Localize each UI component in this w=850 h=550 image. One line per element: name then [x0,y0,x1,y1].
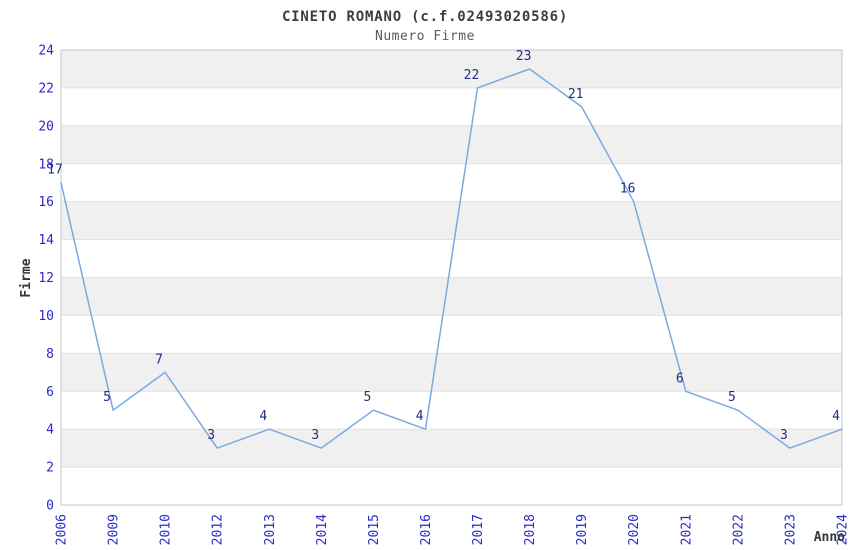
grid-band [61,467,842,505]
grid-band [61,201,842,240]
plot-bands [61,50,842,505]
data-point-label: 7 [155,352,163,367]
x-tick-label: 2017 [471,514,486,545]
x-tick-label: 2023 [783,514,798,545]
x-tick-label: 2013 [263,514,278,545]
data-point-label: 3 [780,428,788,443]
y-tick-label: 16 [38,195,54,210]
grid-band [61,163,842,202]
data-point-label: 16 [620,182,636,197]
grid-band [61,315,842,354]
data-point-label: 4 [416,409,424,424]
y-tick-label: 22 [38,81,54,96]
data-point-label: 5 [363,390,371,405]
x-tick-label: 2014 [315,514,330,545]
y-tick-label: 14 [38,233,54,248]
x-tick-label: 2006 [55,514,70,545]
x-tick-label: 2010 [159,514,174,545]
y-tick-label: 4 [46,423,54,438]
plot-border [60,49,843,506]
y-tick-label: 20 [38,119,54,134]
x-tick-label: 2016 [419,514,434,545]
grid-band [61,125,842,164]
grid-band [61,50,842,88]
y-tick-label: 12 [38,271,54,286]
x-tick-label: 2022 [731,514,746,545]
data-point-label: 22 [464,68,480,83]
y-tick-label: 8 [46,347,54,362]
chart-line [60,68,843,449]
grid-band [61,277,842,316]
x-axis-tick-labels: 2006 2009 2010 2012 2013 2014 2015 2016 2017 2018… [55,514,850,545]
x-tick-label: 2015 [367,514,382,545]
chart-title: CINETO ROMANO (c.f.02493020586) [282,9,568,25]
data-point-label: 3 [207,428,215,443]
point-labels: 17 5 7 3 4 3 5 4 22 23 21 16 6 5 3 4 [47,49,840,443]
data-point-label: 21 [568,87,584,102]
data-point-label: 17 [47,163,63,178]
x-tick-label: 2009 [107,514,122,545]
data-point-label: 5 [728,390,736,405]
y-tick-label: 0 [46,499,54,514]
x-tick-label: 2012 [211,514,226,545]
x-tick-label: 2024 [836,514,850,545]
data-point-label: 5 [103,390,111,405]
grid-band [61,353,842,392]
y-tick-label: 2 [46,461,54,476]
chart-subtitle: Numero Firme [375,29,475,44]
data-point-label: 4 [832,409,840,424]
y-tick-label: 18 [38,157,54,172]
y-tick-label: 6 [46,385,54,400]
data-point-label: 4 [259,409,267,424]
y-tick-label: 24 [38,44,54,59]
data-point-label: 3 [311,428,319,443]
grid-band [61,87,842,126]
y-axis-title: Firme [19,258,34,297]
x-tick-label: 2020 [627,514,642,545]
x-tick-label: 2019 [575,514,590,545]
x-tick-label: 2018 [523,514,538,545]
data-point-label: 6 [676,371,684,386]
x-axis-title: Anno [814,530,845,545]
x-tick-label: 2021 [679,514,694,545]
y-tick-label: 10 [38,309,54,324]
grid-band [61,391,842,430]
grid-band [61,429,842,468]
data-point-label: 23 [516,49,532,64]
